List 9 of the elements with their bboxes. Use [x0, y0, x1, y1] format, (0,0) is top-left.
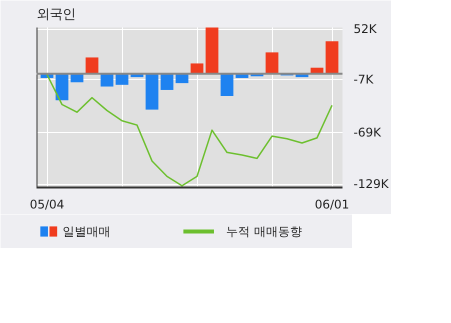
- chart-title: 외국인: [36, 8, 76, 22]
- y-tick-label: -69K: [354, 126, 382, 140]
- legend-label: 누적 매매동향: [226, 224, 302, 238]
- y-tick-label: -129K: [354, 177, 390, 192]
- x-tick-label: 06/01: [314, 198, 350, 212]
- y-tick-label: 52K: [354, 22, 378, 36]
- x-tick-label: 05/04: [30, 198, 64, 212]
- legend-label: 일별매매: [62, 224, 111, 238]
- y-tick-label: -7K: [354, 72, 374, 87]
